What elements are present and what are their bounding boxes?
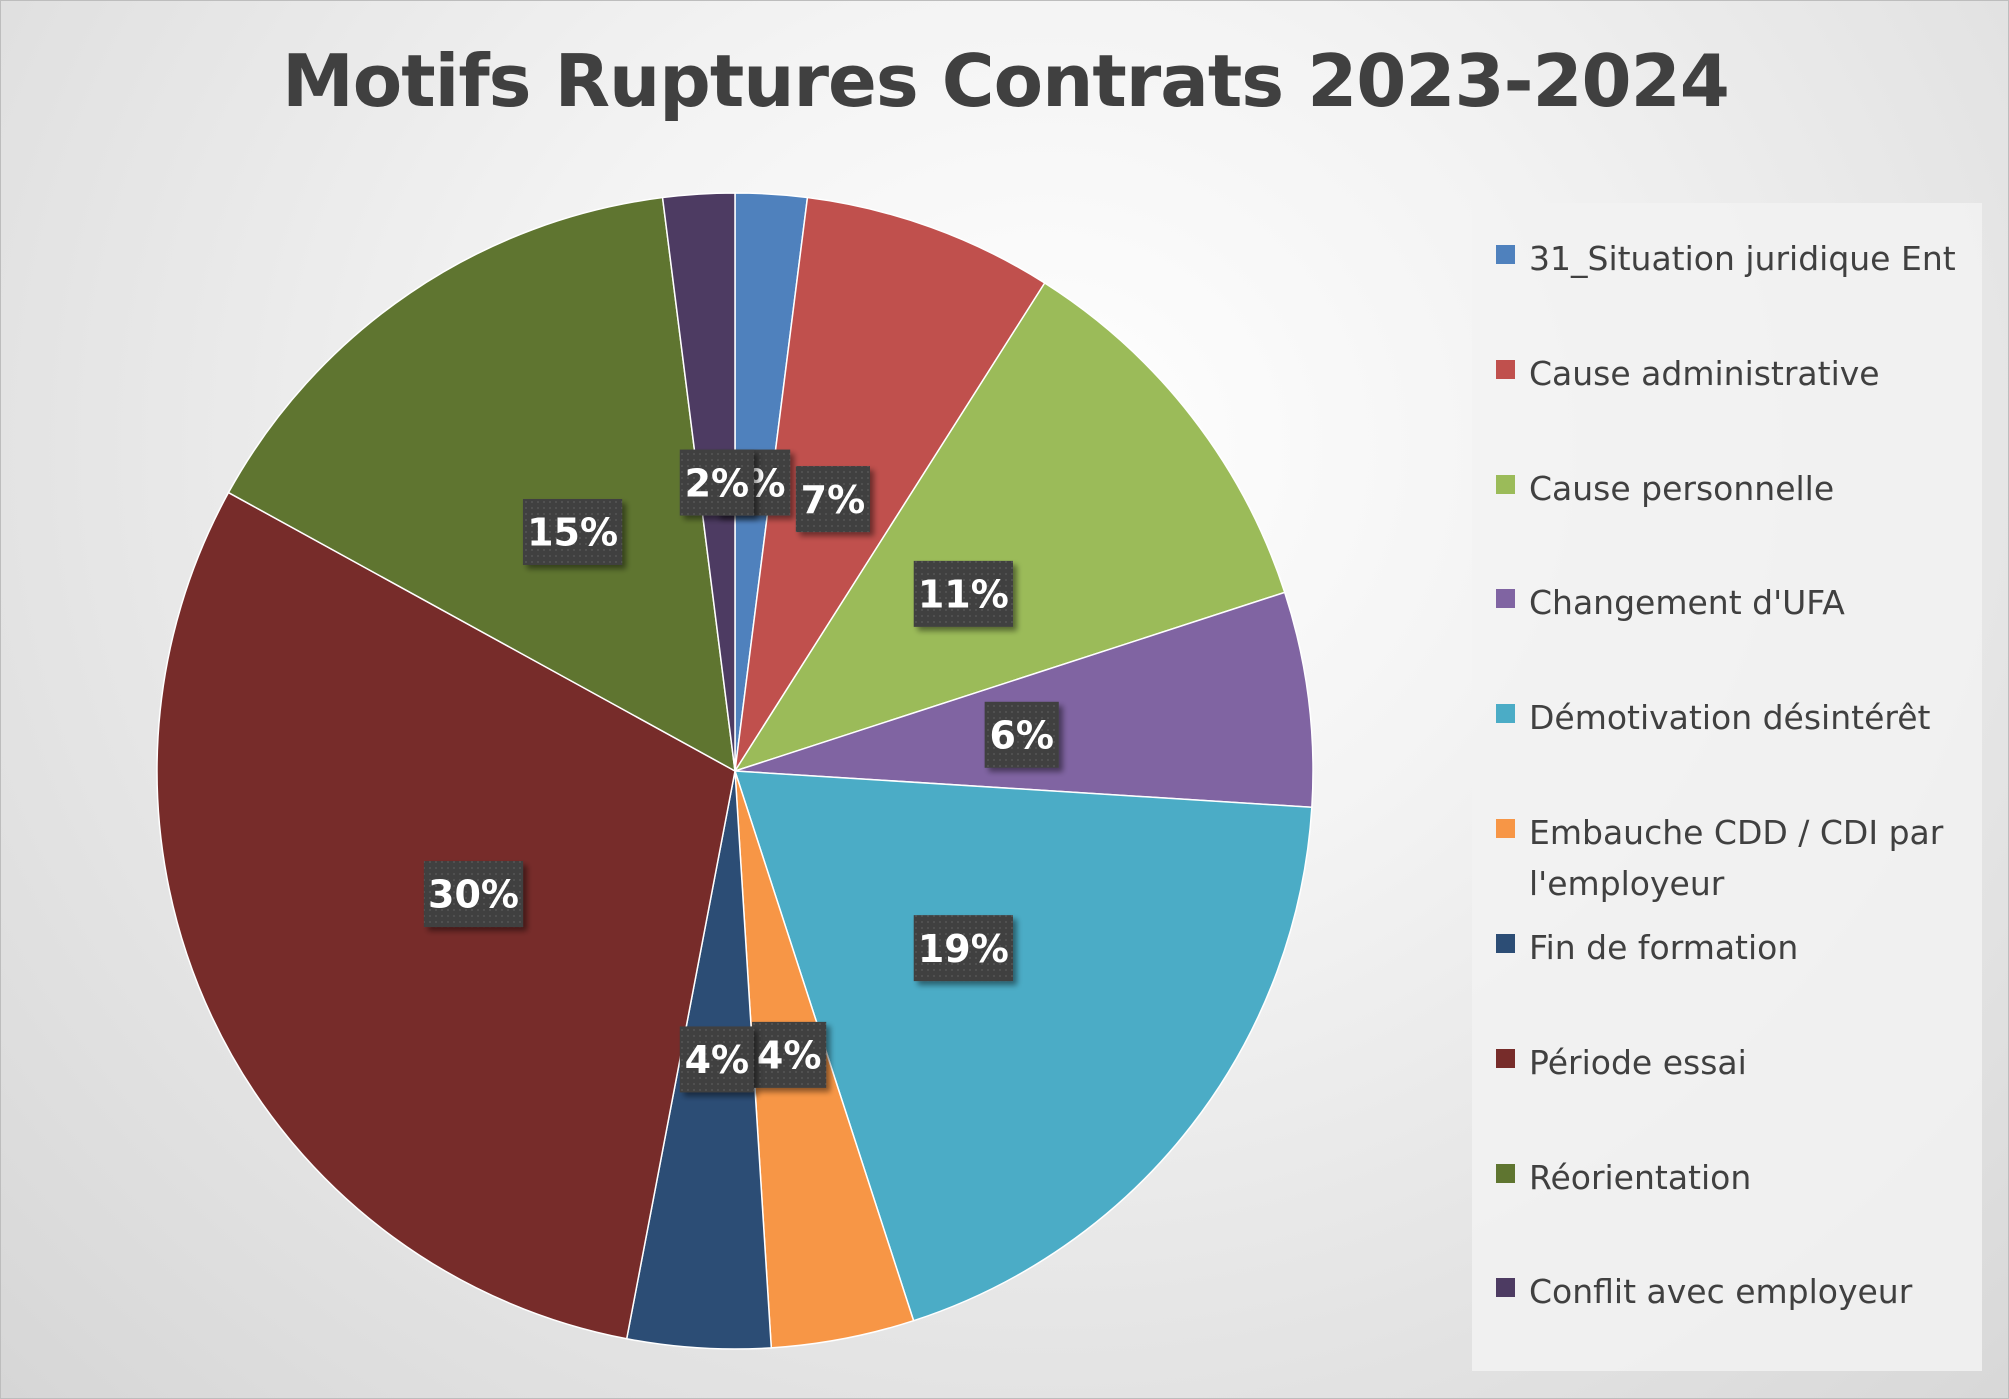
legend-item: Conflit avec employeur	[1496, 1266, 1979, 1317]
data-label-box	[522, 498, 623, 565]
chart-title: Motifs Ruptures Contrats 2023-2024	[282, 39, 1730, 123]
legend-label: Fin de formation	[1529, 928, 1799, 967]
data-label: 2%	[679, 449, 754, 516]
legend-item: Fin de formation	[1496, 922, 1979, 973]
legend-swatch	[1496, 475, 1515, 494]
legend-item: Embauche CDD / CDI par l'employeur	[1496, 807, 1979, 909]
data-label: 15%	[522, 498, 623, 565]
data-label-text: 19%	[918, 927, 1009, 971]
legend-item: Cause administrative	[1496, 348, 1979, 399]
legend-label: Embauche CDD / CDI par l'employeur	[1529, 813, 1944, 903]
data-label-box	[913, 560, 1013, 627]
legend-item: Réorientation	[1496, 1152, 1979, 1203]
pie-slice	[733, 770, 1313, 1322]
data-label-text: 2%	[685, 461, 750, 505]
data-label-box	[984, 701, 1059, 768]
legend-swatch	[1496, 245, 1515, 264]
legend-item: 31_Situation juridique Ent	[1496, 233, 1979, 284]
data-label-text: 11%	[918, 573, 1009, 617]
data-label: 11%	[913, 560, 1013, 627]
legend-item: Période essai	[1496, 1037, 1979, 1088]
data-label-text: 6%	[989, 713, 1054, 757]
pie-slice	[227, 196, 736, 773]
data-label-box	[795, 466, 870, 533]
legend-swatch	[1496, 819, 1515, 838]
legend-label: Conflit avec employeur	[1529, 1272, 1913, 1311]
legend: 31_Situation juridique Ent Cause administ…	[1472, 203, 1982, 1371]
data-label: 30%	[423, 861, 524, 928]
data-label-box	[679, 449, 754, 516]
legend-label: Réorientation	[1529, 1158, 1752, 1197]
data-label-text: 7%	[801, 478, 866, 522]
data-label-box	[752, 1021, 827, 1088]
data-label: 7%	[795, 466, 870, 533]
data-label-box	[423, 861, 524, 928]
data-label-text: 30%	[428, 873, 519, 917]
legend-swatch	[1496, 1164, 1515, 1183]
legend-swatch	[1496, 934, 1515, 953]
legend-item: Cause personnelle	[1496, 463, 1979, 514]
legend-label: Période essai	[1529, 1043, 1747, 1082]
data-label-text: 15%	[527, 511, 618, 555]
legend-item: Changement d'UFA	[1496, 577, 1979, 628]
legend-label: Cause personnelle	[1529, 469, 1835, 508]
legend-label: Démotivation désintérêt	[1529, 698, 1931, 737]
legend-label: Cause administrative	[1529, 354, 1880, 393]
data-label: 6%	[984, 701, 1059, 768]
legend-swatch	[1496, 1049, 1515, 1068]
data-label-text: 4%	[685, 1038, 750, 1082]
legend-swatch	[1496, 360, 1515, 379]
legend-label: 31_Situation juridique Ent	[1529, 239, 1956, 278]
data-label: 4%	[752, 1021, 827, 1088]
data-label-text: 4%	[757, 1034, 822, 1078]
legend-swatch	[1496, 589, 1515, 608]
data-label: 19%	[913, 915, 1013, 982]
legend-swatch	[1496, 1278, 1515, 1297]
pie-slice	[734, 196, 1046, 772]
legend-item: Démotivation désintérêt	[1496, 692, 1979, 743]
data-label: 4%	[679, 1026, 754, 1093]
data-label-box	[679, 1026, 754, 1093]
data-label-box	[913, 915, 1013, 982]
legend-label: Changement d'UFA	[1529, 583, 1845, 622]
pie-slice	[734, 591, 1314, 809]
legend-swatch	[1496, 704, 1515, 723]
pie-slice	[733, 281, 1286, 773]
